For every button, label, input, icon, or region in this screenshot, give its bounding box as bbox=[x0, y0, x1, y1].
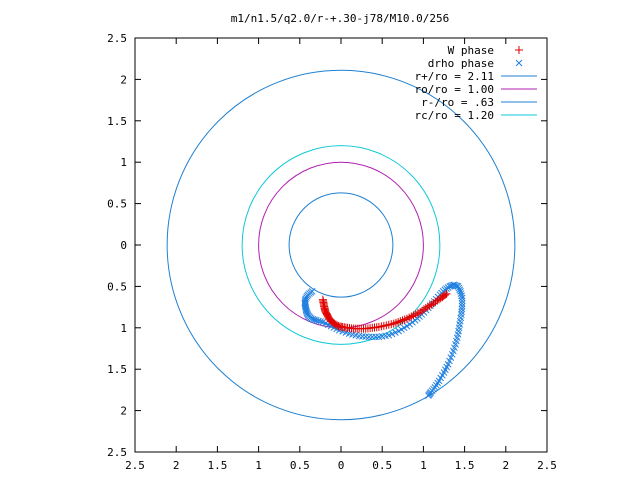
y-tick-label: 0.5 bbox=[107, 280, 127, 293]
cross-marker bbox=[458, 302, 466, 310]
radius-circles bbox=[166, 69, 516, 421]
x-tick-label: 0.5 bbox=[372, 459, 392, 472]
radius-circle bbox=[241, 145, 441, 345]
phase-markers bbox=[301, 281, 466, 400]
x-tick-label: 2 bbox=[502, 459, 509, 472]
legend-label: W phase bbox=[448, 44, 494, 57]
plus-marker bbox=[409, 311, 418, 320]
x-tick-label: 0.5 bbox=[290, 459, 310, 472]
x-tick-label: 1 bbox=[420, 459, 427, 472]
axis-ticks: 2.52.5221.51.5110.50.5000.50.5111.51.522… bbox=[107, 32, 557, 472]
cross-marker bbox=[458, 300, 466, 307]
cross-marker bbox=[424, 392, 432, 400]
x-tick-label: 1.5 bbox=[207, 459, 227, 472]
legend-label: ro/ro = 1.00 bbox=[415, 83, 494, 96]
cross-marker bbox=[455, 284, 463, 292]
y-tick-label: 0 bbox=[120, 239, 127, 252]
cross-marker bbox=[456, 286, 464, 294]
cross-marker bbox=[317, 318, 325, 325]
y-tick-label: 1.5 bbox=[107, 115, 127, 128]
cross-marker bbox=[458, 308, 465, 316]
radius-circle bbox=[288, 192, 394, 298]
y-tick-label: 1 bbox=[120, 156, 127, 169]
y-tick-label: 2 bbox=[120, 405, 127, 418]
radius-circle bbox=[258, 161, 424, 329]
cross-marker bbox=[312, 316, 320, 324]
cross-marker bbox=[315, 317, 322, 325]
x-tick-label: 2.5 bbox=[125, 459, 145, 472]
legend-label: r-/ro = .63 bbox=[421, 96, 494, 109]
x-tick-label: 0 bbox=[338, 459, 345, 472]
legend-label: drho phase bbox=[428, 57, 494, 70]
cross-marker bbox=[458, 297, 466, 305]
legend-label: r+/ro = 2.11 bbox=[415, 70, 494, 83]
cross-marker bbox=[458, 305, 466, 313]
x-tick-label: 1 bbox=[255, 459, 262, 472]
cross-marker bbox=[311, 316, 318, 324]
x-tick-label: 1.5 bbox=[455, 459, 475, 472]
y-tick-label: 2.5 bbox=[107, 446, 127, 459]
radius-circle bbox=[166, 69, 516, 421]
y-tick-label: 2.5 bbox=[107, 32, 127, 45]
y-tick-label: 0.5 bbox=[107, 198, 127, 211]
plus-marker bbox=[441, 290, 450, 299]
x-tick-label: 2.5 bbox=[537, 459, 557, 472]
cross-marker bbox=[458, 294, 466, 302]
plus-marker bbox=[515, 46, 523, 54]
y-tick-label: 2 bbox=[120, 73, 127, 86]
x-tick-label: 2 bbox=[173, 459, 180, 472]
y-tick-label: 1 bbox=[120, 322, 127, 335]
cross-marker bbox=[515, 59, 523, 67]
legend-label: rc/ro = 1.20 bbox=[415, 109, 494, 122]
plus-marker bbox=[442, 289, 451, 298]
cross-marker bbox=[454, 283, 462, 290]
y-tick-label: 1.5 bbox=[107, 363, 127, 376]
chart-title: m1/n1.5/q2.0/r-+.30-j78/M10.0/256 bbox=[231, 12, 450, 25]
cross-marker bbox=[365, 333, 373, 341]
